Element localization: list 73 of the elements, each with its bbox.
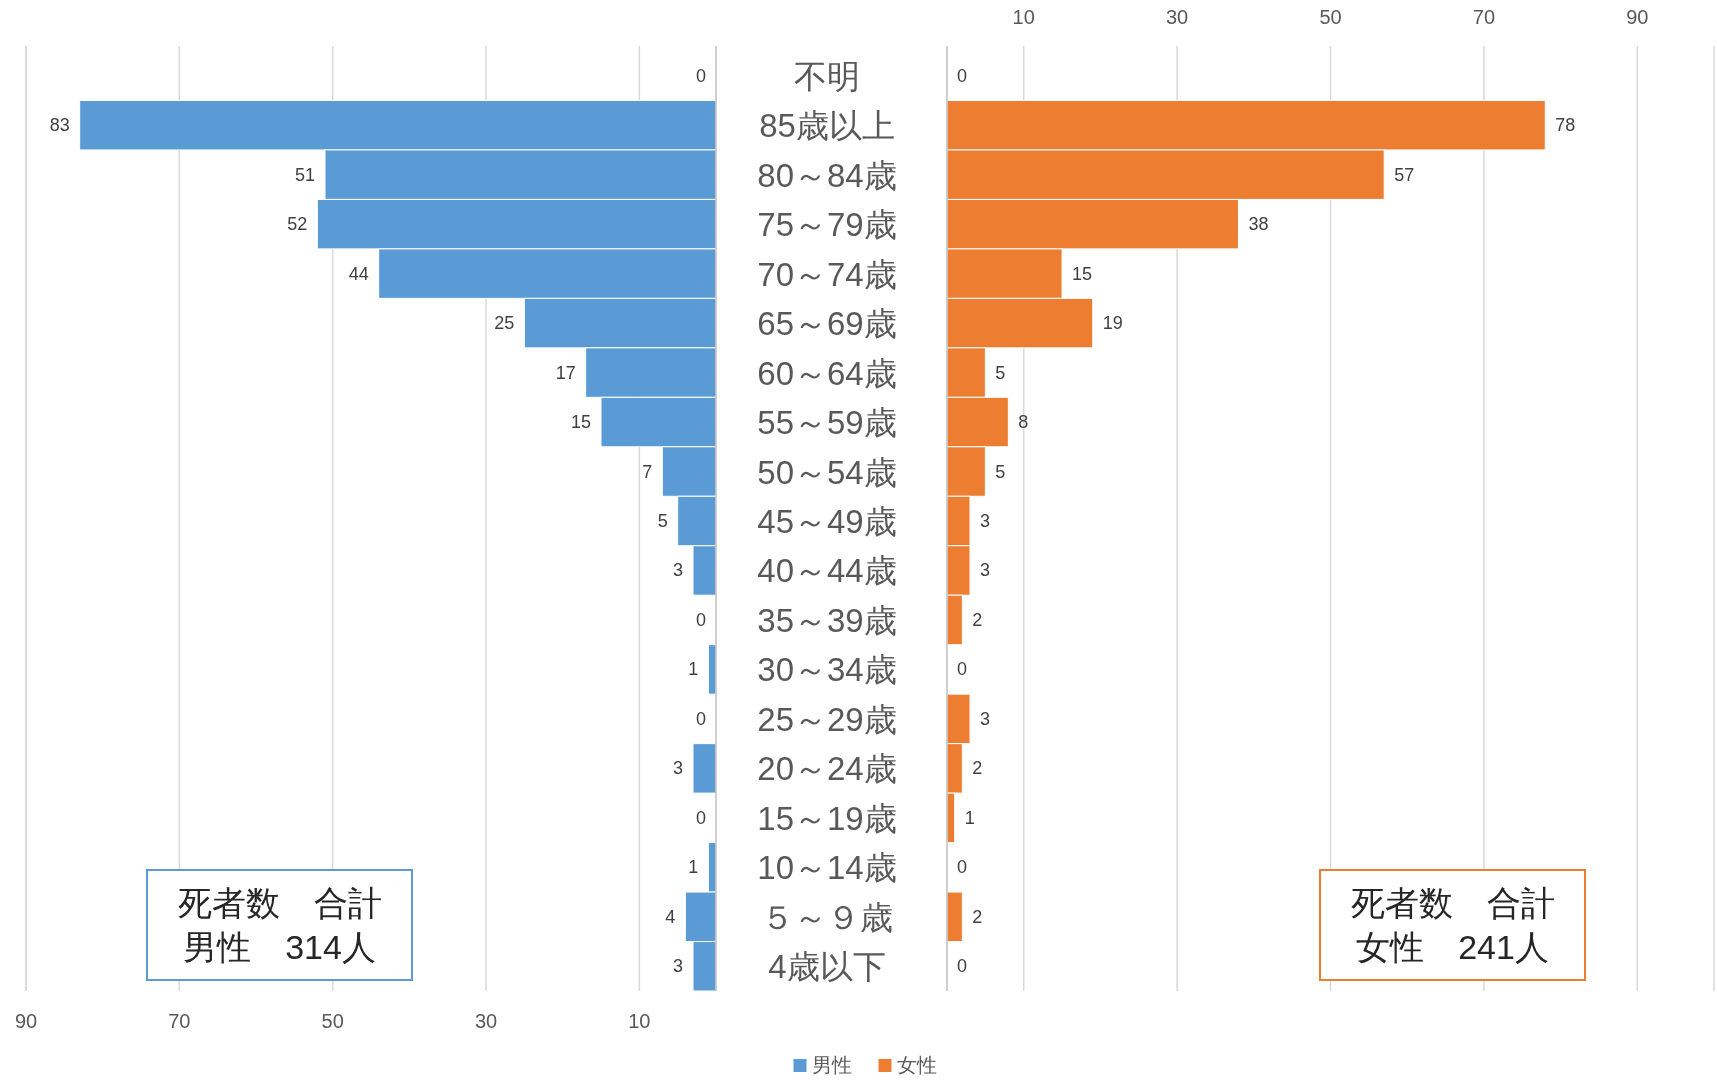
y-tick-label: 65～69歳	[757, 305, 897, 343]
data-label: 78	[1555, 115, 1576, 136]
data-label: 5	[657, 511, 668, 531]
y-tick-label: 80～84歳	[757, 156, 897, 194]
data-label: 7	[642, 461, 653, 482]
annotation: 男性 314人	[183, 928, 376, 966]
legend-label: 男性	[811, 1054, 852, 1076]
x-tick-label: 90	[1626, 6, 1649, 28]
y-tick-label: 75～79歳	[757, 206, 897, 244]
data-label: 15	[570, 412, 591, 433]
data-label: 44	[348, 263, 369, 284]
x-tick-label: 10	[628, 1010, 651, 1032]
data-label: 1	[688, 857, 699, 878]
data-label: 3	[980, 511, 991, 531]
x-tick-label: 30	[1165, 6, 1189, 28]
y-tick-label: 45～49歳	[757, 503, 897, 540]
data-label: 3	[980, 708, 991, 729]
y-tick-label: 25～29歳	[757, 700, 897, 738]
data-label: 3	[672, 560, 683, 581]
y-tick-label: 4歳以下	[768, 948, 886, 986]
data-label: 57	[1394, 164, 1415, 185]
data-label: 38	[1248, 214, 1269, 235]
data-label: 0	[695, 65, 706, 86]
y-tick-label: 55～59歳	[757, 404, 897, 442]
data-label: 1	[964, 807, 975, 828]
annotation: 死者数 合計	[177, 884, 382, 922]
data-label: 5	[995, 362, 1006, 383]
data-label: 0	[957, 659, 968, 680]
data-label: 3	[672, 758, 683, 779]
y-tick-label: 40～44歳	[757, 552, 897, 590]
data-label: 3	[672, 956, 683, 977]
y-tick-label: 10～14歳	[757, 849, 897, 887]
data-label: 52	[287, 214, 308, 235]
legend-label: 女性	[896, 1054, 937, 1076]
x-tick-label: 70	[1472, 6, 1496, 28]
y-tick-label: 20～24歳	[757, 750, 897, 788]
y-tick-label: 70～74歳	[757, 255, 897, 293]
y-tick-label: 35～39歳	[757, 601, 897, 639]
annotation: 死者数 合計	[1350, 884, 1555, 922]
data-label: 17	[555, 362, 576, 383]
y-tick-label: 不明	[794, 57, 860, 95]
y-tick-label: 30～34歳	[757, 651, 897, 689]
data-label: 0	[695, 609, 706, 630]
data-label: 51	[294, 164, 315, 185]
data-label: 8	[1018, 412, 1029, 433]
data-label: 0	[957, 857, 968, 878]
data-label: 0	[695, 708, 706, 729]
data-label: 0	[695, 807, 706, 828]
data-label: 2	[972, 609, 983, 630]
y-tick-label: 15～19歳	[757, 799, 897, 837]
x-tick-label: 90	[14, 1010, 38, 1032]
x-tick-label: 30	[474, 1010, 498, 1032]
data-label: 0	[957, 65, 968, 86]
y-tick-label: ５～９歳	[761, 898, 893, 936]
data-label: 2	[972, 758, 983, 779]
data-label: 3	[980, 560, 991, 581]
y-tick-label: 85歳以上	[759, 107, 895, 145]
data-label: 25	[494, 313, 515, 334]
data-label: 2	[972, 906, 983, 927]
annotation: 女性 241人	[1356, 928, 1549, 966]
x-tick-label: 10	[1012, 6, 1035, 28]
y-tick-label: 60～64歳	[757, 354, 897, 392]
data-label: 83	[49, 115, 70, 136]
x-tick-label: 70	[168, 1010, 191, 1032]
data-label: 0	[957, 956, 968, 977]
data-label: 5	[995, 461, 1006, 482]
data-label: 19	[1102, 313, 1123, 334]
x-tick-label: 50	[1319, 6, 1342, 28]
data-label: 15	[1072, 263, 1093, 284]
x-tick-label: 50	[321, 1010, 344, 1032]
data-label: 4	[665, 906, 676, 927]
data-label: 1	[688, 659, 699, 680]
y-tick-label: 50～54歳	[757, 453, 897, 491]
